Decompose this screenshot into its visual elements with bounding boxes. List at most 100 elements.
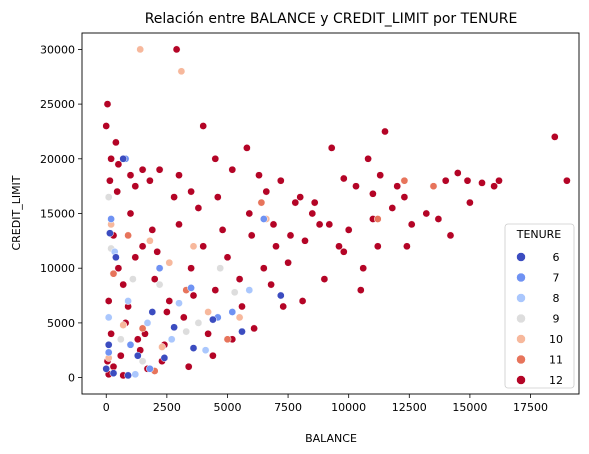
data-point-tenure-10 [235, 313, 244, 322]
data-point-tenure-11 [109, 269, 118, 278]
data-point-tenure-8 [245, 286, 254, 294]
data-point-tenure-10 [158, 343, 166, 351]
x-tick-label: 5000 [213, 401, 241, 414]
x-tick-label: 17500 [513, 401, 548, 414]
data-point-tenure-12 [315, 220, 324, 229]
data-point-tenure-12 [184, 362, 193, 371]
data-point-tenure-12 [204, 329, 212, 338]
data-point-tenure-6 [170, 323, 178, 332]
data-point-tenure-10 [177, 67, 186, 76]
legend-title: TENURE [516, 228, 562, 241]
data-point-tenure-12 [155, 165, 164, 174]
data-point-tenure-6 [109, 369, 118, 378]
data-point-tenure-12 [335, 242, 343, 251]
data-point-tenure-9 [194, 319, 203, 327]
legend-marker [516, 272, 526, 283]
data-point-tenure-12 [339, 174, 348, 183]
data-point-tenure-12 [441, 176, 450, 185]
data-point-tenure-12 [103, 100, 112, 108]
data-point-tenure-12 [138, 242, 147, 251]
x-axis-ticks: 0 2500 5000 7500 10000 12500 15000 17500 [103, 394, 548, 414]
data-point-tenure-11 [138, 324, 147, 333]
legend-label: 7 [553, 272, 560, 285]
data-point-tenure-12 [199, 122, 208, 130]
data-point-tenure-12 [247, 231, 256, 240]
y-axis-ticks: 0 5000 10000 15000 20000 25000 30000 [40, 43, 82, 385]
data-point-tenure-11 [429, 182, 438, 191]
data-point-tenure-8 [143, 319, 152, 327]
data-point-tenure-12 [400, 193, 409, 201]
data-point-tenure-10 [119, 321, 128, 329]
data-point-tenure-12 [376, 171, 385, 180]
data-point-tenure-12 [106, 176, 114, 185]
y-tick-label: 20000 [40, 153, 75, 166]
data-point-tenure-6 [160, 354, 169, 362]
data-point-tenure-9 [230, 288, 239, 297]
data-point-tenure-12 [116, 351, 125, 360]
data-point-tenure-7 [104, 348, 113, 357]
data-point-tenure-12 [189, 291, 198, 300]
data-point-tenure-10 [146, 236, 154, 245]
data-point-tenure-11 [257, 198, 266, 207]
data-point-tenure-12 [172, 45, 181, 54]
data-point-tenure-6 [148, 308, 157, 316]
data-point-tenure-11 [400, 176, 409, 185]
data-point-tenure-12 [369, 189, 377, 198]
data-point-tenure-12 [279, 302, 288, 311]
data-point-tenure-12 [359, 264, 368, 273]
data-point-tenure-6 [104, 340, 113, 349]
data-point-tenure-12 [364, 154, 372, 163]
data-point-tenure-7 [126, 340, 135, 349]
x-tick-label: 15000 [452, 401, 487, 414]
data-point-tenure-10 [204, 308, 212, 316]
data-point-tenure-12 [113, 187, 122, 196]
data-point-tenure-12 [153, 247, 162, 256]
data-point-tenure-12 [453, 169, 462, 177]
data-point-tenure-8 [201, 346, 210, 355]
data-point-tenure-7 [228, 308, 237, 316]
data-point-tenure-12 [284, 258, 292, 267]
y-tick-label: 10000 [40, 262, 75, 275]
x-tick-label: 12500 [392, 401, 427, 414]
legend: TENURE 6 7 8 9 10 11 12 [504, 223, 575, 389]
data-point-tenure-7 [187, 284, 195, 292]
data-point-tenure-6 [209, 315, 217, 324]
data-point-tenure-12 [243, 144, 251, 152]
data-point-tenure-12 [320, 275, 329, 283]
data-point-tenure-12 [126, 171, 135, 180]
legend-label: 10 [549, 333, 563, 346]
data-point-tenure-12 [107, 154, 115, 163]
data-point-tenure-7 [146, 364, 154, 373]
data-point-tenure-6 [106, 229, 114, 238]
data-point-tenure-12 [170, 193, 178, 201]
data-point-tenure-6 [112, 253, 120, 262]
data-point-tenure-12 [422, 209, 431, 218]
data-point-tenure-12 [223, 253, 232, 262]
legend-marker [516, 334, 526, 344]
data-point-tenure-7 [107, 215, 115, 223]
data-point-tenure-12 [291, 198, 300, 207]
data-points [102, 45, 571, 380]
data-point-tenure-12 [434, 215, 443, 223]
data-point-tenure-9 [155, 280, 164, 289]
data-point-tenure-12 [301, 236, 309, 245]
data-point-tenure-12 [107, 329, 115, 338]
data-point-tenure-12 [550, 133, 559, 141]
data-point-tenure-12 [255, 171, 263, 180]
data-point-tenure-9 [104, 193, 113, 201]
data-point-tenure-12 [187, 264, 195, 273]
data-point-tenure-12 [104, 297, 113, 305]
data-point-tenure-12 [373, 242, 382, 251]
legend-marker [516, 354, 526, 365]
data-point-tenure-12 [339, 247, 348, 256]
data-point-tenure-12 [490, 182, 498, 191]
data-point-tenure-12 [478, 179, 486, 187]
data-point-tenure-8 [131, 370, 140, 379]
data-point-tenure-11 [373, 215, 382, 223]
data-point-tenure-12 [179, 313, 188, 322]
data-point-tenure-10 [189, 242, 198, 251]
data-point-tenure-12 [199, 242, 208, 251]
y-axis-label: CREDIT_LIMIT [10, 175, 23, 250]
y-tick-label: 15000 [40, 208, 75, 221]
x-tick-label: 10000 [331, 401, 366, 414]
